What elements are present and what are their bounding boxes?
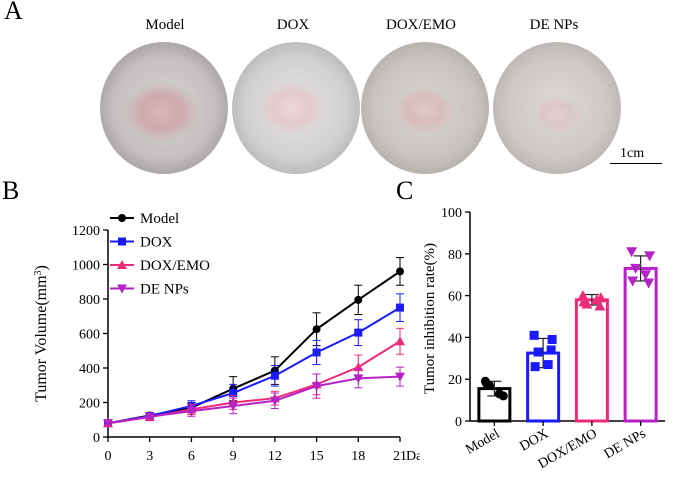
- data-point-de-nps: [627, 276, 639, 287]
- bar-de-nps: [623, 266, 658, 423]
- photo-label-model: Model: [145, 17, 185, 33]
- tumor-photo-de-nps: [493, 42, 621, 174]
- data-point-de-nps: [186, 407, 197, 417]
- data-point-de-nps: [626, 247, 638, 258]
- legend-marker-dox: [118, 237, 126, 246]
- x-tick-label-model: Model: [463, 426, 502, 457]
- data-point-dox: [270, 371, 279, 380]
- legend-marker-model: [118, 214, 126, 222]
- data-point-model: [494, 389, 504, 399]
- scale-bar-label: 1cm: [620, 146, 645, 161]
- data-point-de-nps: [103, 419, 113, 429]
- tumor-photo-dox: [232, 42, 360, 174]
- y-axis-label: Tumor inhibition rate(%): [422, 243, 438, 394]
- series-line-dox-emo: [107, 340, 401, 425]
- bar-dox-emo: [574, 298, 609, 423]
- legend-marker-de-nps: [117, 284, 127, 294]
- data-point-dox-emo: [594, 300, 606, 311]
- y-tick-label: 600: [79, 328, 100, 343]
- data-point-dox: [547, 334, 557, 344]
- panel-label-a: A: [4, 0, 23, 25]
- panel-label-b: B: [2, 176, 20, 205]
- legend-label-model: Model: [140, 211, 179, 227]
- data-point-de-nps: [644, 251, 656, 262]
- data-point-dox: [229, 389, 238, 398]
- series-line-de-nps: [107, 375, 401, 425]
- y-tick-label: 1000: [72, 259, 100, 274]
- data-point-dox: [396, 303, 404, 312]
- data-point-de-nps: [228, 401, 239, 411]
- data-point-de-nps: [353, 374, 364, 384]
- data-point-dox: [543, 360, 553, 370]
- tumor-volume-line-chart: 0 200 400 600 800 1000 1200 0 3 6 9 12 15 18 21Days Tum…: [33, 211, 421, 464]
- y-tick-label: 100: [441, 206, 462, 221]
- x-tick-label: 15: [310, 449, 324, 464]
- data-point-de-nps: [269, 396, 280, 406]
- x-tick-label: 21: [393, 449, 407, 464]
- legend-marker-dox-emo: [117, 260, 127, 269]
- x-tick-label: 12: [268, 449, 282, 464]
- x-tick-label: 9: [230, 449, 237, 464]
- tumor-inhibition-bar-chart: 0 20 40 60 80 100 Tumor inhibition rate(%) Mode…: [422, 206, 665, 472]
- x-tick-label-dox: DOX: [517, 426, 551, 454]
- data-point-de-nps: [630, 263, 642, 274]
- data-point-de-nps: [311, 382, 322, 392]
- x-axis-label: Days: [406, 449, 420, 464]
- x-tick-label-de-nps: DE NPs: [602, 426, 649, 462]
- data-point-de-nps: [640, 270, 652, 281]
- y-tick-label: 40: [448, 331, 462, 346]
- y-tick-label: 800: [79, 293, 100, 308]
- x-tick-label: 18: [351, 449, 365, 464]
- data-point-dox: [533, 347, 543, 357]
- data-point-model: [396, 267, 404, 276]
- y-tick-label: 400: [79, 362, 100, 377]
- x-tick-label: 3: [146, 449, 153, 464]
- data-point-de-nps: [144, 412, 155, 422]
- photo-label-dox: DOX: [276, 17, 310, 33]
- y-tick-label: 1200: [72, 224, 100, 239]
- y-tick-label: 200: [79, 397, 100, 412]
- x-tick-label: 6: [188, 449, 195, 464]
- data-point-model: [312, 325, 321, 334]
- data-point-dox: [546, 345, 556, 355]
- y-tick-label: 80: [448, 248, 462, 263]
- y-tick-label: 20: [448, 373, 462, 388]
- data-point-de-nps: [643, 278, 655, 289]
- photo-label-de-nps: DE NPs: [529, 17, 579, 33]
- legend-label-dox: DOX: [140, 235, 173, 251]
- data-point-de-nps: [395, 372, 405, 382]
- data-point-dox: [529, 330, 539, 340]
- photo-label-dox-emo: DOX/EMO: [386, 17, 456, 33]
- data-point-dox: [354, 328, 363, 337]
- tumor-photo-model: [100, 42, 228, 174]
- data-point-dox-emo: [578, 296, 590, 307]
- series-line-dox: [107, 306, 401, 425]
- data-point-dox: [530, 362, 540, 372]
- legend-label-dox-emo: DOX/EMO: [140, 258, 210, 274]
- y-tick-label: 0: [455, 415, 462, 430]
- data-point-dox: [312, 348, 321, 357]
- y-tick-label: 60: [448, 290, 462, 305]
- tumor-photo-dox-emo: [361, 42, 489, 174]
- data-point-model: [354, 295, 363, 304]
- y-tick-label: 0: [93, 431, 100, 446]
- legend-label-de-nps: DE NPs: [140, 282, 189, 298]
- data-point-model: [481, 378, 491, 388]
- data-point-dox-emo: [577, 290, 589, 301]
- data-point-dox-emo: [395, 336, 405, 346]
- x-tick-label: 0: [105, 449, 112, 464]
- scale-bar: [610, 163, 662, 164]
- y-axis-label: Tumor Volume(mm3): [33, 265, 51, 402]
- panel-label-c: C: [396, 176, 414, 205]
